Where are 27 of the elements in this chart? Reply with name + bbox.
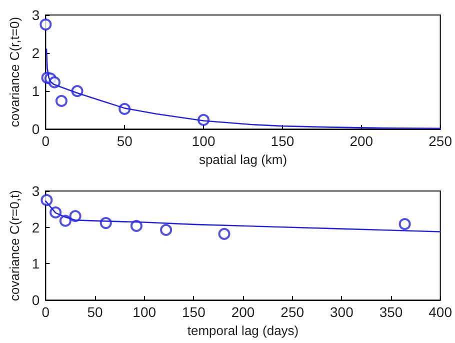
x-tick-label: 50 — [87, 304, 104, 320]
y-tick-label: 0 — [32, 121, 40, 138]
x-tick-label: 150 — [270, 133, 294, 150]
x-tick-label: 250 — [280, 304, 304, 320]
x-tick-label: 100 — [192, 133, 216, 150]
y-tick-label: 3 — [32, 183, 40, 199]
x-tick-label: 50 — [116, 133, 133, 150]
x-tick-label: 300 — [330, 304, 354, 320]
x-axis-title: temporal lag (days) — [187, 323, 299, 338]
x-tick-label: 0 — [42, 133, 50, 150]
x-tick-label: 150 — [182, 304, 206, 320]
y-tick-label: 3 — [32, 7, 40, 23]
x-tick-label: 200 — [231, 304, 255, 320]
x-tick-label: 250 — [428, 133, 452, 150]
x-tick-label: 400 — [428, 304, 452, 320]
x-tick-label: 200 — [350, 133, 374, 150]
y-tick-label: 0 — [32, 292, 40, 308]
x-tick-label: 350 — [379, 304, 403, 320]
x-tick-label: 100 — [132, 304, 156, 320]
x-axis-title: spatial lag (km) — [198, 152, 288, 167]
x-tick-label: 0 — [42, 304, 50, 320]
y-tick-label: 1 — [32, 83, 40, 100]
y-axis-title: covariance C(r,t=0) — [7, 16, 22, 128]
y-tick-label: 2 — [32, 219, 40, 236]
y-tick-label: 2 — [32, 45, 40, 62]
y-tick-label: 1 — [32, 256, 40, 272]
y-axis-title: covariance C(r=0,t) — [7, 190, 22, 302]
